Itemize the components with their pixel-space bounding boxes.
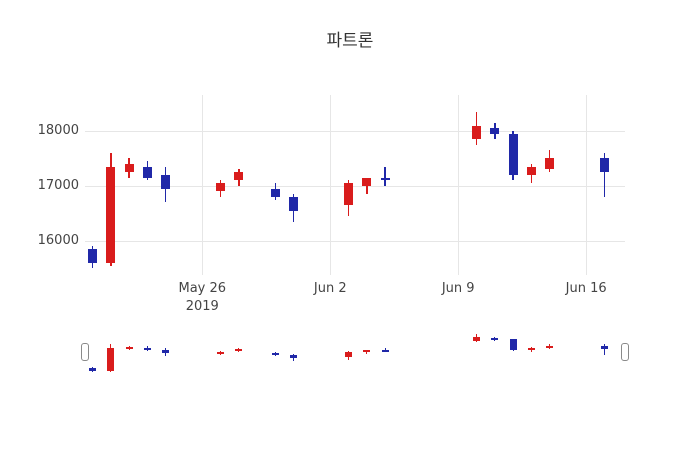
candle[interactable]: [124, 163, 134, 173]
candle[interactable]: [380, 177, 390, 181]
mini-candle: [125, 346, 133, 349]
candle[interactable]: [362, 177, 372, 186]
candle-wick: [366, 177, 368, 195]
range-slider-left-handle[interactable]: [81, 343, 89, 361]
candle[interactable]: [508, 133, 518, 175]
candle-wick: [603, 152, 606, 197]
candle[interactable]: [88, 249, 98, 263]
candle[interactable]: [490, 128, 500, 134]
y-gridline: [85, 185, 625, 187]
candle[interactable]: [344, 183, 354, 206]
mini-candle: [89, 367, 97, 372]
candle[interactable]: [161, 174, 171, 189]
candle[interactable]: [142, 166, 152, 178]
x-axis-tick-label: Jun 2: [313, 281, 347, 296]
mini-candle-wick: [384, 347, 386, 353]
mini-candle: [235, 348, 243, 351]
mini-candle: [143, 347, 151, 351]
x-gridline: [202, 95, 204, 275]
mini-candle-wick: [366, 350, 368, 355]
mini-candle: [107, 347, 115, 372]
candle[interactable]: [599, 158, 609, 173]
candle[interactable]: [106, 166, 116, 263]
mini-candle: [527, 347, 535, 350]
x-axis-tick-label: Jun 16: [565, 281, 607, 296]
mini-candle-wick: [603, 344, 605, 355]
mini-candle: [472, 337, 480, 341]
mini-candle: [162, 349, 170, 353]
y-gridline: [85, 131, 625, 132]
x-gridline: [586, 95, 588, 275]
mini-candle: [290, 354, 298, 359]
y-axis-tick-label: 16000: [37, 232, 79, 248]
mini-candle: [345, 351, 353, 357]
candle[interactable]: [545, 158, 555, 170]
x-gridline: [330, 95, 332, 275]
candle[interactable]: [234, 172, 244, 181]
y-gridline: [85, 240, 625, 242]
candle[interactable]: [216, 183, 226, 192]
candle[interactable]: [289, 196, 299, 211]
candle[interactable]: [471, 125, 481, 140]
candle[interactable]: [270, 188, 280, 197]
mini-candle: [600, 345, 608, 349]
y-axis-tick-label: 18000: [37, 123, 79, 138]
mini-candle: [491, 338, 499, 340]
x-axis-tick-label: May 26: [178, 281, 227, 296]
mini-candle: [363, 350, 371, 353]
range-slider[interactable]: [81, 330, 629, 374]
mini-candle: [509, 339, 517, 350]
x-axis-tick-sublabel: 2019: [185, 299, 219, 314]
y-axis-tick-label: 17000: [37, 177, 79, 193]
x-gridline: [458, 95, 460, 275]
plot-area[interactable]: [85, 95, 625, 275]
range-slider-right-handle[interactable]: [621, 343, 629, 361]
mini-candle: [381, 350, 389, 352]
candle[interactable]: [526, 166, 536, 175]
mini-candle: [217, 351, 225, 354]
mini-candle: [271, 352, 279, 355]
chart-title: 파트론: [326, 31, 374, 51]
x-axis-tick-label: Jun 9: [441, 281, 475, 296]
mini-candle: [546, 345, 554, 349]
candle-wick: [384, 166, 386, 186]
